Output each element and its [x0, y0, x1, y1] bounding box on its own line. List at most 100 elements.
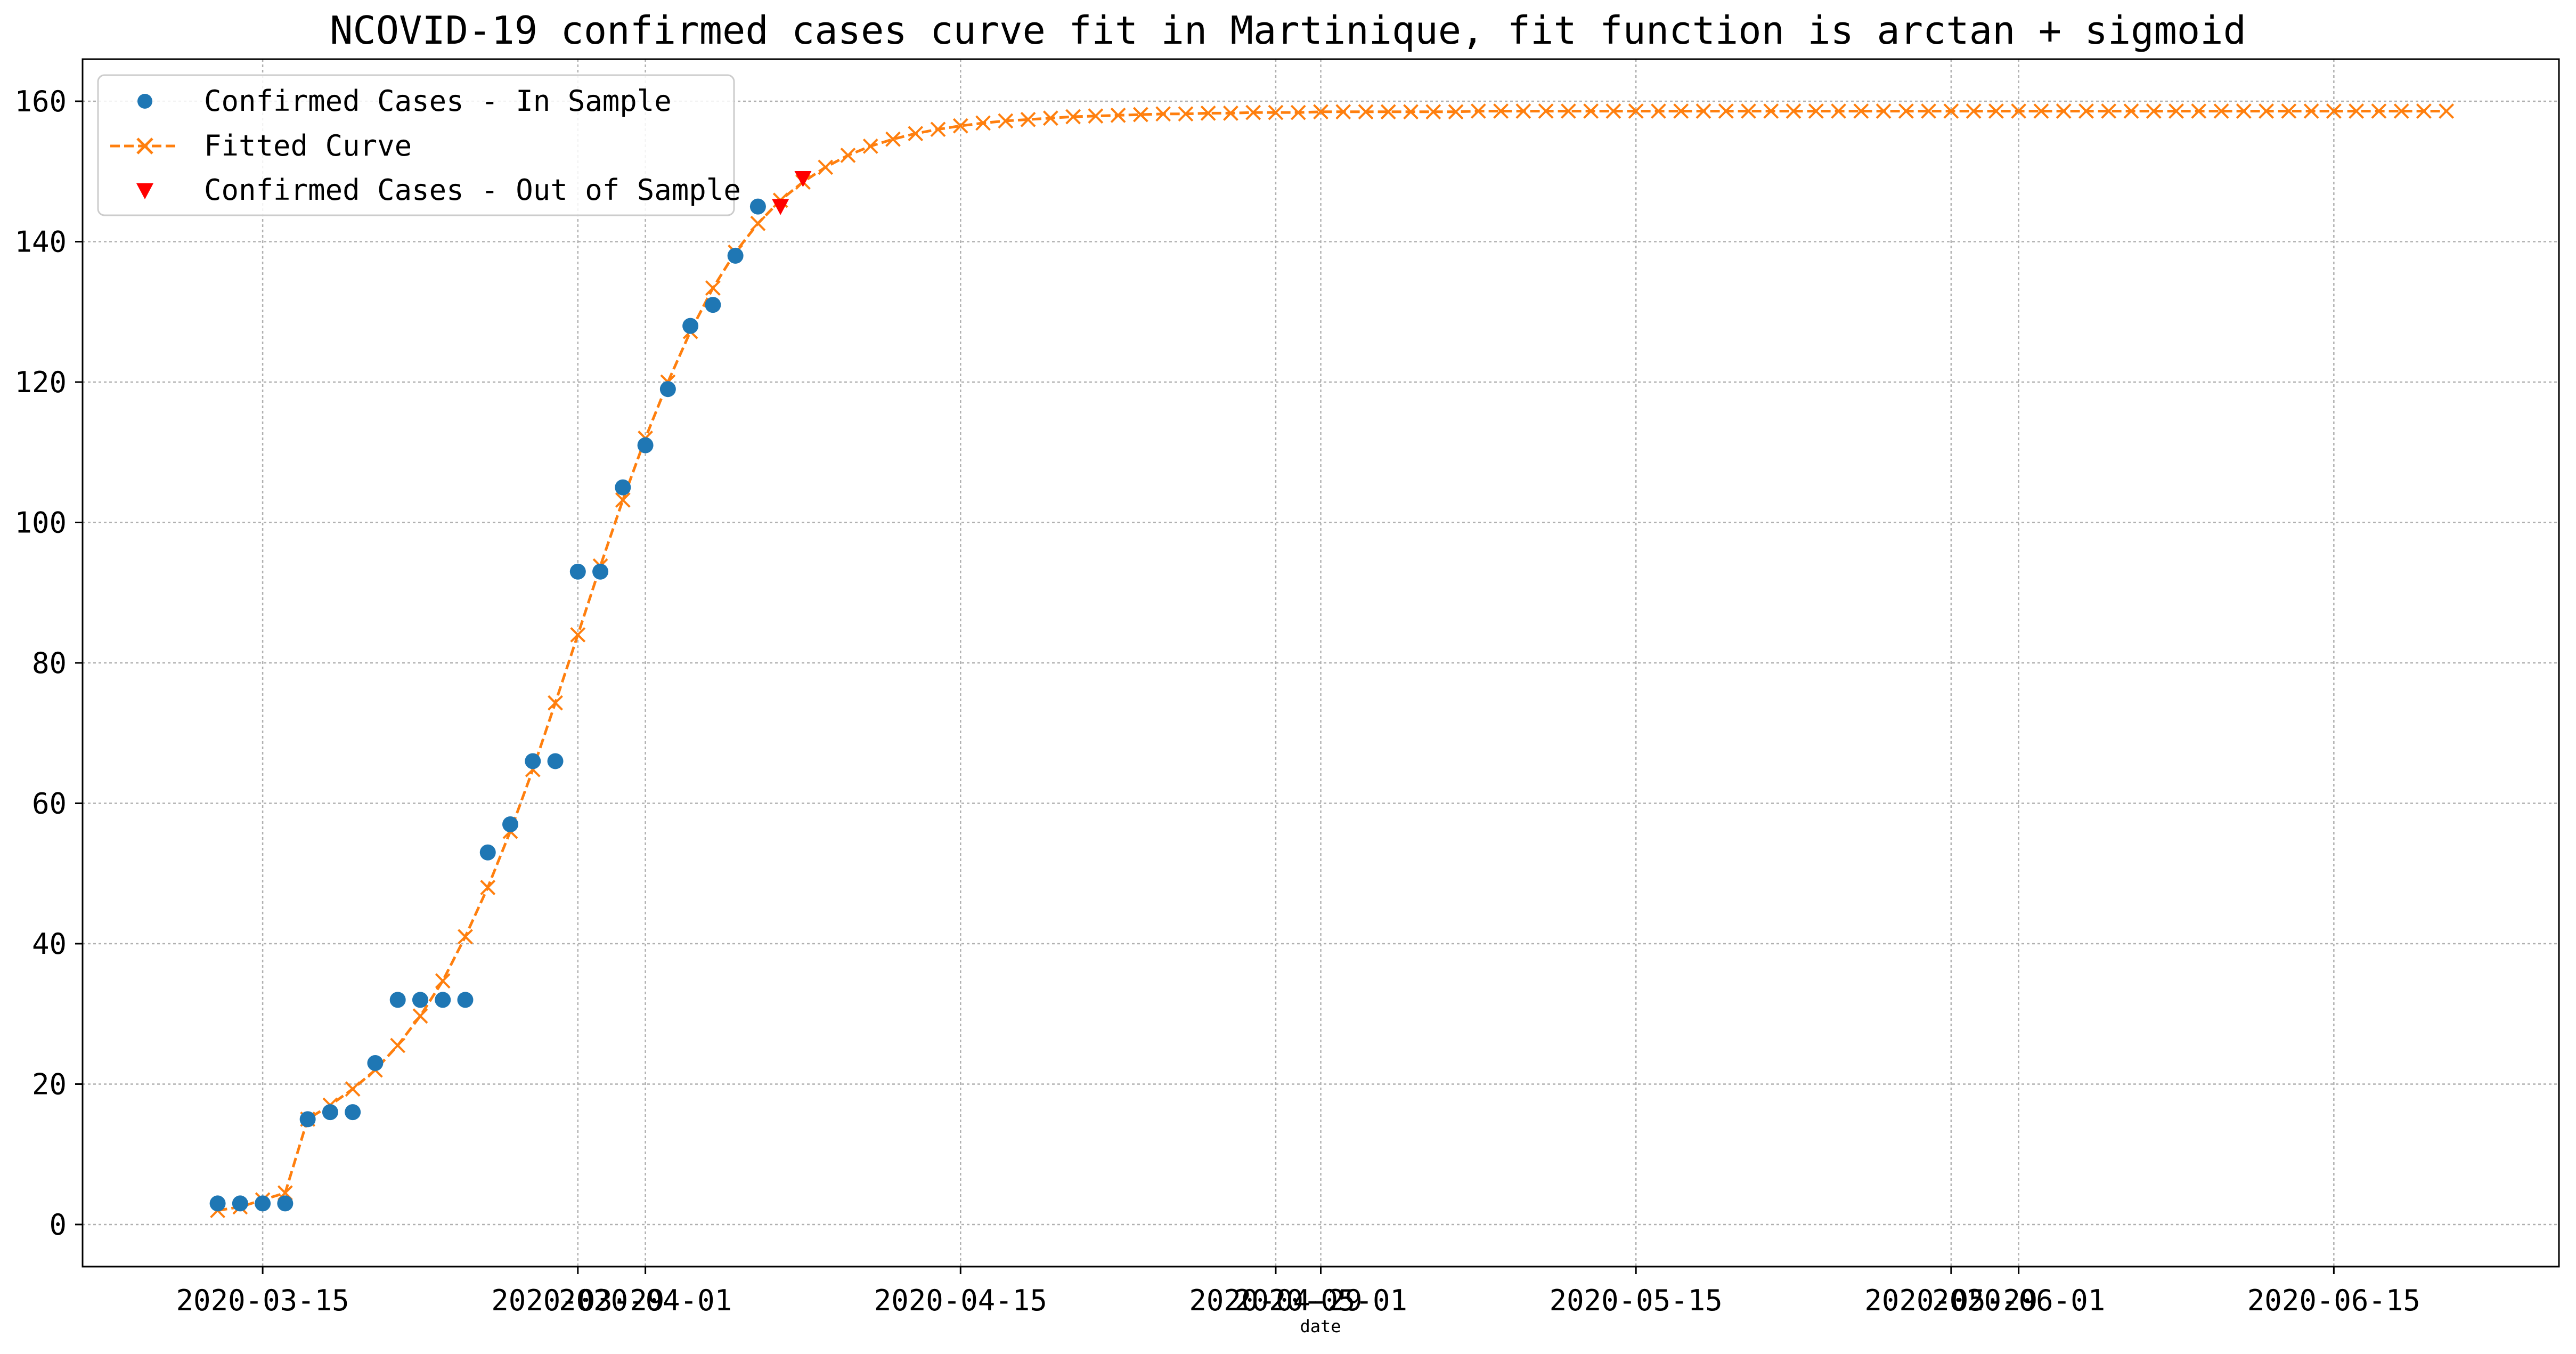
fitted-curve-point [1695, 103, 1711, 119]
in-sample-point [615, 479, 631, 496]
in-sample-point [682, 318, 699, 334]
fitted-curve-point [1110, 107, 1126, 123]
fitted-curve-point [1966, 103, 1982, 119]
fitted-curve-point [1988, 103, 2004, 119]
fitted-curve-point [2213, 103, 2229, 119]
y-tick-label: 60 [32, 787, 67, 820]
fitted-curve-point [818, 159, 834, 175]
fitted-curve-point [1673, 103, 1689, 119]
fitted-curve-point [2349, 103, 2365, 119]
in-sample-point [637, 437, 654, 453]
fitted-curve-point [1831, 103, 1846, 119]
fitted-curve-point [1515, 103, 1531, 119]
in-sample-point [525, 753, 541, 769]
x-tick-label: 2020-05-29 [1864, 1284, 2037, 1317]
axis-ticks: 0 20 40 60 80 100 120 140 160 2020-03-15 2020-03-2… [14, 85, 2420, 1317]
in-sample-point [705, 297, 721, 313]
fitted-curve-point [1470, 103, 1486, 119]
y-tick-label: 40 [32, 927, 67, 961]
out-of-sample-point [772, 199, 789, 215]
fitted-curve-point [908, 126, 924, 142]
fitted-curve-point [1268, 104, 1284, 120]
fitted-curve-point [862, 138, 878, 154]
fitted-curve-point [1628, 103, 1644, 119]
fitted-curve-point [1763, 103, 1779, 119]
fitted-curve-point [1358, 104, 1374, 120]
fitted-curve-point [1245, 104, 1261, 120]
fitted-curve-point [1853, 103, 1869, 119]
fitted-curve-point [998, 113, 1014, 129]
fitted-curve-point [2146, 103, 2162, 119]
x-tick-label: 2020-06-01 [1932, 1284, 2105, 1317]
fitted-curve-point [1425, 104, 1441, 120]
fitted-curve-point [458, 929, 473, 945]
fitted-curve-point [2033, 103, 2049, 119]
x-tick-label: 2020-05-01 [1234, 1284, 1407, 1317]
fitted-curve-point [390, 1037, 406, 1053]
in-sample-point [367, 1055, 384, 1071]
fitted-curve-point [615, 492, 631, 508]
fitted-curve-point [2259, 103, 2274, 119]
fitted-curve-point [885, 131, 901, 147]
in-sample-point [209, 1195, 226, 1212]
fitted-curve-point [1493, 103, 1509, 119]
in-sample-point [749, 198, 766, 215]
fitted-curve-point [2169, 103, 2184, 119]
fitted-curve-point [570, 627, 586, 643]
fitted-curve-point [412, 1008, 428, 1024]
fitted-curve-point [1786, 103, 1801, 119]
fitted-curve-point [1651, 103, 1666, 119]
y-tick-label: 100 [14, 506, 67, 540]
fitted-curve-point [1200, 106, 1216, 121]
fitted-curve-point [435, 973, 451, 989]
fitted-curve-point [2078, 103, 2094, 119]
x-tick-label: 2020-05-15 [1550, 1284, 1723, 1317]
fitted-curve-point [2056, 103, 2072, 119]
in-sample-point [277, 1195, 294, 1212]
fitted-curve-point [1605, 103, 1621, 119]
fitted-curve-point [1132, 107, 1148, 123]
out-of-sample-point [794, 171, 812, 187]
x-tick-label: 2020-03-15 [176, 1284, 349, 1317]
legend-label-out-of-sample: Confirmed Cases - Out of Sample [204, 173, 741, 207]
fitted-curve-point [975, 115, 991, 131]
in-sample-point [345, 1104, 361, 1121]
fitted-curve-point [1155, 106, 1171, 122]
y-tick-label: 80 [32, 646, 67, 680]
y-tick-label: 160 [14, 85, 67, 118]
fitted-curve-point [1921, 103, 1937, 119]
x-tick-label: 2020-04-01 [559, 1284, 732, 1317]
series-layer [209, 103, 2455, 1219]
y-tick-label: 0 [49, 1208, 67, 1242]
fitted-curve-point [2281, 103, 2297, 119]
fitted-curve-point [548, 695, 563, 711]
fitted-curve-point [1380, 104, 1396, 120]
legend-marker-out-of-sample [136, 183, 153, 199]
in-sample-point [232, 1195, 248, 1212]
fitted-curve-point [1741, 103, 1756, 119]
fitted-curve-point [345, 1081, 361, 1097]
fitted-curve-point [930, 121, 946, 137]
fitted-curve-point [2303, 103, 2319, 119]
y-tick-label: 120 [14, 366, 67, 399]
fitted-curve-point [1020, 111, 1036, 127]
fitted-curve-point [2393, 103, 2409, 119]
fitted-curve-point [750, 215, 766, 231]
in-sample-point [322, 1104, 338, 1121]
in-sample-point [412, 992, 428, 1008]
in-sample-point [389, 992, 406, 1008]
x-axis-label: date [1300, 1316, 1341, 1336]
in-sample-point [592, 563, 609, 580]
fitted-curve-point [1560, 103, 1576, 119]
x-tick-label: 2020-03-29 [491, 1284, 664, 1317]
fitted-curve-point [2101, 103, 2117, 119]
fitted-curve-point [1876, 103, 1892, 119]
fitted-curve-point [1583, 103, 1599, 119]
legend-label-in-sample: Confirmed Cases - In Sample [204, 84, 672, 118]
fitted-curve-point [480, 880, 496, 895]
legend: Confirmed Cases - In Sample Fitted Curve… [97, 74, 741, 216]
fitted-curve-point [1335, 104, 1351, 120]
fitted-curve-point [840, 148, 856, 163]
fitted-curve-point [1088, 108, 1104, 124]
